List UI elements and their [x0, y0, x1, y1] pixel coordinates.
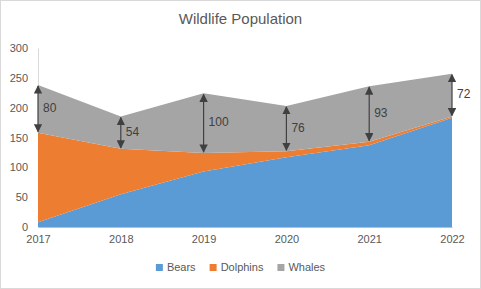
- x-tick-label: 2020: [275, 233, 299, 245]
- data-label: 72: [457, 87, 471, 101]
- x-axis-line: [39, 227, 453, 228]
- y-tick: 300: [10, 42, 38, 54]
- arrow: [203, 94, 204, 152]
- area: [38, 74, 452, 153]
- title: Wildlife Population: [179, 10, 302, 27]
- x-tick: 2017: [26, 227, 50, 245]
- y-tick-label: 250: [10, 72, 28, 84]
- data-label: 54: [126, 125, 140, 139]
- legend-swatch: [277, 264, 284, 271]
- x-tick: 2022: [440, 227, 464, 245]
- y-tick-label: 150: [10, 132, 28, 144]
- y-tick: 250: [10, 72, 38, 84]
- x-tick: 2020: [275, 227, 299, 245]
- legend-swatch: [156, 264, 163, 271]
- y-tick: 200: [10, 102, 38, 114]
- x-tick-label: 2017: [26, 233, 50, 245]
- y-tick-label: 100: [10, 161, 28, 173]
- legend-swatch: [210, 264, 217, 271]
- chart: Wildlife Population 0 50 100 150 200 250 300 201…: [0, 0, 481, 289]
- x-tick-label: 2022: [440, 233, 464, 245]
- data-label: 100: [209, 115, 229, 129]
- legend-label: Whales: [288, 261, 325, 273]
- legend-label: Bears: [167, 261, 196, 273]
- y-tick-label: 0: [22, 221, 28, 233]
- arrow: [37, 86, 38, 132]
- data-label: 76: [291, 121, 305, 135]
- x-tick: 2019: [192, 227, 216, 245]
- x-tick-label: 2018: [109, 233, 133, 245]
- x-tick-label: 2019: [192, 233, 216, 245]
- x-axis: 2017 2018 2019 2020 2021 2022: [26, 227, 464, 245]
- data-label: 80: [43, 101, 57, 115]
- y-tick-label: 50: [16, 191, 28, 203]
- arrow: [451, 75, 452, 116]
- legend-item: Bears: [156, 261, 196, 273]
- y-tick: 150: [10, 132, 38, 144]
- y-tick-label: 200: [10, 102, 28, 114]
- y-tick: 100: [10, 161, 38, 173]
- x-tick: 2021: [357, 227, 381, 245]
- data-label: 93: [374, 106, 388, 120]
- y-tick-label: 300: [10, 42, 28, 54]
- arrow: [286, 107, 287, 150]
- legend-item: Whales: [277, 261, 325, 273]
- legend-label: Dolphins: [221, 261, 264, 273]
- plot-area: [38, 74, 452, 227]
- legend: Bears Dolphins Whales: [156, 261, 326, 273]
- x-tick: 2018: [109, 227, 133, 245]
- chart-border: [1, 1, 481, 289]
- legend-item: Dolphins: [210, 261, 264, 273]
- y-axis: 0 50 100 150 200 250 300: [10, 42, 39, 233]
- y-tick: 0: [22, 221, 38, 233]
- arrow: [120, 118, 121, 148]
- data-labels: 80 54 100 76 93 72: [38, 75, 471, 152]
- y-tick: 50: [16, 191, 38, 203]
- arrow: [369, 87, 370, 140]
- x-tick-label: 2021: [357, 233, 381, 245]
